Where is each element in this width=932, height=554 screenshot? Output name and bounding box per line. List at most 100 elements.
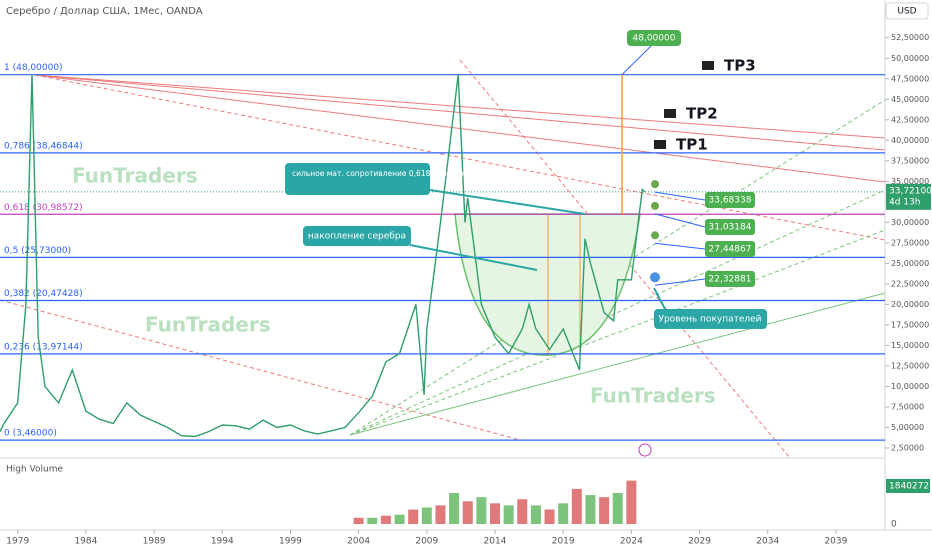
price-line <box>0 74 646 438</box>
currency-button[interactable] <box>885 2 929 20</box>
x-tick-label: 1979 <box>6 537 29 547</box>
volume-bar <box>599 497 610 524</box>
connector <box>653 287 666 310</box>
target-dot <box>651 201 659 210</box>
target-box <box>705 271 755 287</box>
target-label: 22,32881 <box>709 275 752 285</box>
volume-bar <box>408 509 419 524</box>
y-tick-label: 12,50000 <box>891 361 929 370</box>
y-tick-label: 37,50000 <box>891 156 929 165</box>
x-tick-label: 2019 <box>552 537 575 547</box>
fib-label: 0,236 (13,97144) <box>4 342 83 352</box>
annotation-box <box>285 163 430 195</box>
volume-bar <box>558 503 569 524</box>
trend-line <box>459 59 791 459</box>
flag <box>664 109 676 118</box>
annotation-box <box>654 309 767 329</box>
x-tick-label: 1994 <box>211 537 234 547</box>
connector <box>621 44 653 76</box>
volume-bar <box>421 507 432 524</box>
connector <box>654 242 706 250</box>
target-label: 33,68338 <box>709 196 752 206</box>
volume-tick-label: 0 <box>891 520 897 530</box>
y-tick-label: 27,50000 <box>891 238 929 247</box>
target-dot <box>650 272 660 283</box>
trend-line <box>349 189 886 436</box>
y-tick-label: 50,00000 <box>891 54 929 63</box>
y-tick-label: 22,50000 <box>891 279 929 288</box>
target-box <box>705 192 755 208</box>
last-price-box <box>886 183 931 210</box>
y-tick-label: 47,50000 <box>891 74 929 83</box>
volume-bar <box>380 515 391 524</box>
target-box <box>705 219 755 235</box>
target-label: 27,44867 <box>709 245 752 255</box>
volume-bar <box>490 503 500 524</box>
currency[interactable]: USD <box>897 7 916 17</box>
annotation: накопление серебра <box>308 232 406 242</box>
volume-bar <box>462 501 473 524</box>
chart-title: Серебро / Доллар США, 1Мес, OANDA <box>6 6 203 17</box>
volume-bar <box>612 493 623 524</box>
volume-bar <box>585 495 596 524</box>
x-tick-label: 1999 <box>279 537 302 547</box>
fib-label: 0,5 (25,73000) <box>4 246 71 256</box>
volume-bar <box>353 517 364 524</box>
y-tick-label: 10,00000 <box>891 382 929 391</box>
volume-bar <box>544 509 555 524</box>
x-tick-label: 2014 <box>484 537 507 547</box>
target-label: 48,00000 <box>633 34 676 44</box>
annotation: Уровень покупателей <box>658 315 761 325</box>
connector <box>654 278 706 286</box>
y-tick-label: 2,50000 <box>891 443 924 452</box>
x-tick-label: 2029 <box>688 537 711 547</box>
volume-bar <box>449 493 460 524</box>
x-tick-label: 2024 <box>620 537 643 547</box>
x-tick-label: 1989 <box>143 537 166 547</box>
volume-bar <box>476 497 487 524</box>
volume-bar <box>435 505 446 524</box>
fib-label: 0,786 (38,46844) <box>4 141 83 151</box>
annotation-group: сильное мат. сопротивление 0,618 пройден… <box>285 163 767 329</box>
y-tick-label: 35,00000 <box>891 177 929 186</box>
x-tick-label: 1984 <box>74 537 97 547</box>
y-tick-label: 7,50000 <box>891 402 924 411</box>
target-dot <box>651 231 659 240</box>
volume-last: 1840272 <box>889 481 929 491</box>
fib-label: 0,618 (30,98572) <box>4 203 83 213</box>
volume-last-box <box>886 478 930 493</box>
volume-bar <box>626 480 637 524</box>
x-tick-label: 2009 <box>415 537 438 547</box>
take-profit: TP1 <box>676 136 708 154</box>
y-tick-label: 40,00000 <box>891 136 929 145</box>
connector <box>654 213 706 228</box>
fib-label: 1 (48,00000) <box>4 63 63 73</box>
x-tick-label: 2039 <box>824 537 847 547</box>
last-price: 33,72100 <box>889 186 932 196</box>
y-tick-label: 45,00000 <box>891 95 929 104</box>
y-tick-label: 42,50000 <box>891 115 929 124</box>
watermark: FunTraders <box>145 313 271 337</box>
take-profit: TP2 <box>686 105 718 123</box>
target-box <box>627 30 681 46</box>
countdown: 4d 13h <box>889 197 920 207</box>
target-label: 31,03184 <box>709 223 752 233</box>
trend-line <box>34 74 886 241</box>
volume-bar <box>503 505 514 524</box>
y-tick-label: 17,50000 <box>891 320 929 329</box>
x-tick-label: 2034 <box>756 537 779 547</box>
fib-label: 0 (3,46000) <box>4 429 57 439</box>
connector <box>654 191 706 201</box>
take-profit: TP3 <box>724 57 756 75</box>
y-tick-label: 15,00000 <box>891 341 929 350</box>
event-icon[interactable] <box>638 443 652 457</box>
target-dot <box>651 180 659 189</box>
trend-line <box>0 299 521 441</box>
y-tick-label: 52,50000 <box>891 33 929 42</box>
watermark: FunTraders <box>590 384 716 408</box>
fib-label: 0,382 (20,47428) <box>4 289 83 299</box>
y-tick-label: 25,00000 <box>891 259 929 268</box>
annotation-box <box>303 226 411 246</box>
trend-line <box>349 292 886 436</box>
plot: 2,50000 5,00000 7,50000 10,00000 12,50000 15,… <box>0 30 932 547</box>
